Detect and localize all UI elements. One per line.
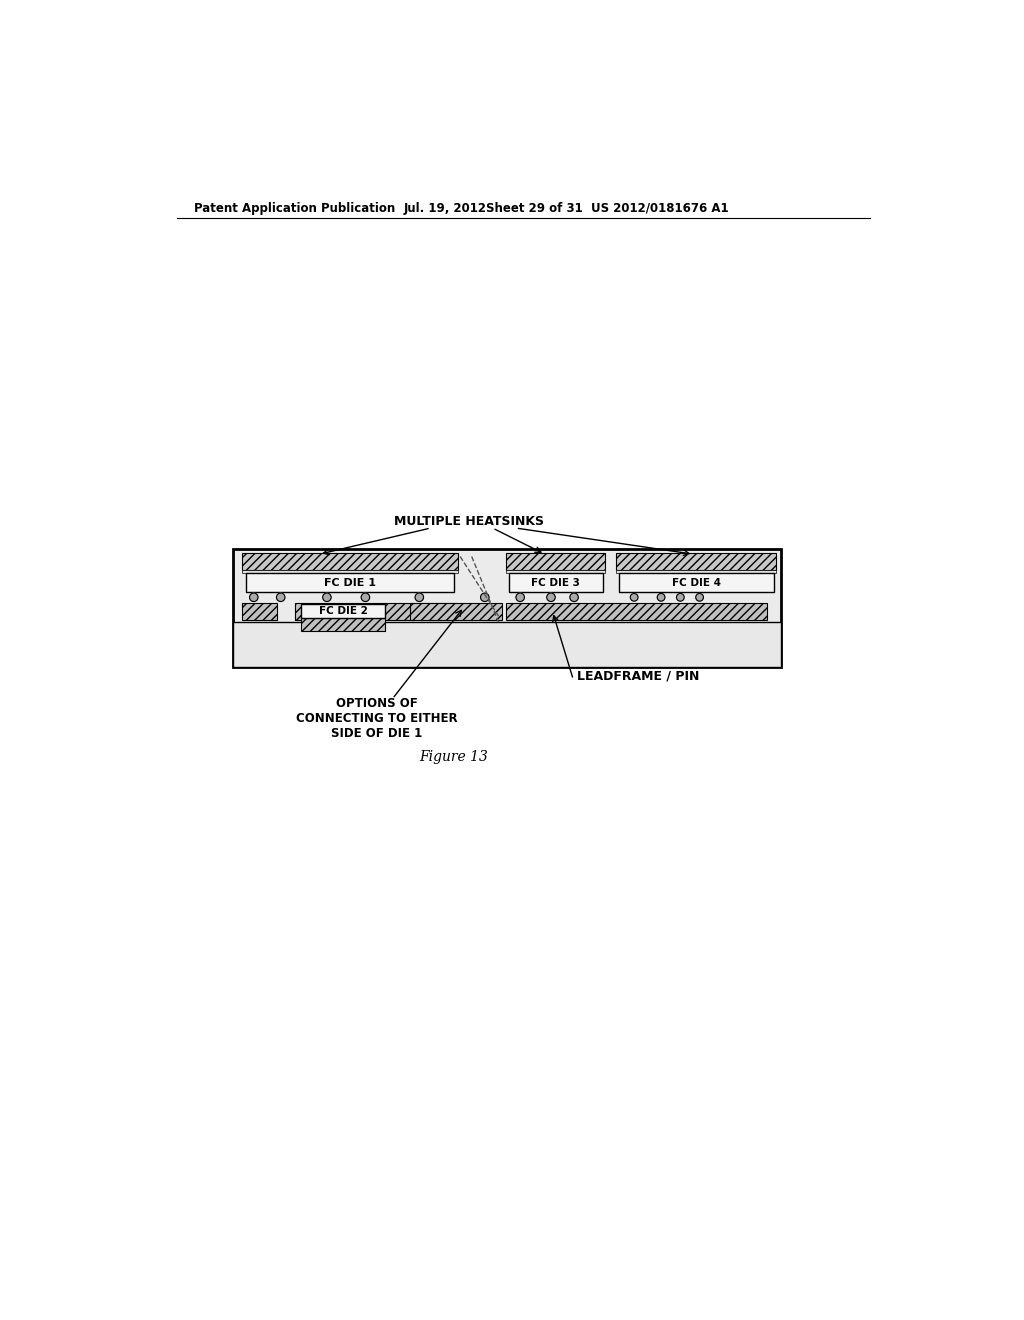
- Bar: [509, 573, 602, 591]
- Circle shape: [323, 593, 331, 602]
- Bar: [243, 553, 458, 570]
- Circle shape: [415, 593, 424, 602]
- Text: FC DIE 4: FC DIE 4: [672, 578, 721, 587]
- Bar: [301, 619, 385, 631]
- Circle shape: [276, 593, 285, 602]
- Bar: [243, 570, 458, 573]
- Bar: [618, 573, 773, 591]
- Circle shape: [569, 593, 579, 602]
- Bar: [506, 603, 767, 620]
- Bar: [410, 603, 503, 620]
- Text: MULTIPLE HEATSINKS: MULTIPLE HEATSINKS: [394, 515, 545, 528]
- Bar: [616, 553, 776, 570]
- Bar: [295, 603, 457, 620]
- Text: Patent Application Publication: Patent Application Publication: [194, 202, 395, 215]
- Text: FC DIE 2: FC DIE 2: [318, 606, 368, 616]
- Text: FC DIE 3: FC DIE 3: [531, 578, 580, 587]
- Circle shape: [480, 593, 489, 602]
- Bar: [301, 603, 385, 619]
- Text: Figure 13: Figure 13: [420, 751, 488, 764]
- Text: FC DIE 1: FC DIE 1: [324, 578, 376, 587]
- Circle shape: [250, 593, 258, 602]
- Text: OPTIONS OF
CONNECTING TO EITHER
SIDE OF DIE 1: OPTIONS OF CONNECTING TO EITHER SIDE OF …: [296, 697, 458, 741]
- Circle shape: [677, 594, 684, 601]
- Circle shape: [695, 594, 703, 601]
- Bar: [233, 622, 781, 667]
- Bar: [246, 573, 454, 591]
- Bar: [506, 553, 605, 570]
- Text: Sheet 29 of 31: Sheet 29 of 31: [486, 202, 583, 215]
- Text: LEADFRAME / PIN: LEADFRAME / PIN: [578, 669, 699, 682]
- Circle shape: [547, 593, 555, 602]
- Bar: [506, 570, 605, 573]
- Bar: [243, 603, 276, 620]
- Bar: [616, 570, 776, 573]
- Circle shape: [631, 594, 638, 601]
- Bar: [233, 549, 781, 667]
- Text: Jul. 19, 2012: Jul. 19, 2012: [403, 202, 486, 215]
- Text: US 2012/0181676 A1: US 2012/0181676 A1: [591, 202, 729, 215]
- Circle shape: [657, 594, 665, 601]
- Circle shape: [516, 593, 524, 602]
- Circle shape: [361, 593, 370, 602]
